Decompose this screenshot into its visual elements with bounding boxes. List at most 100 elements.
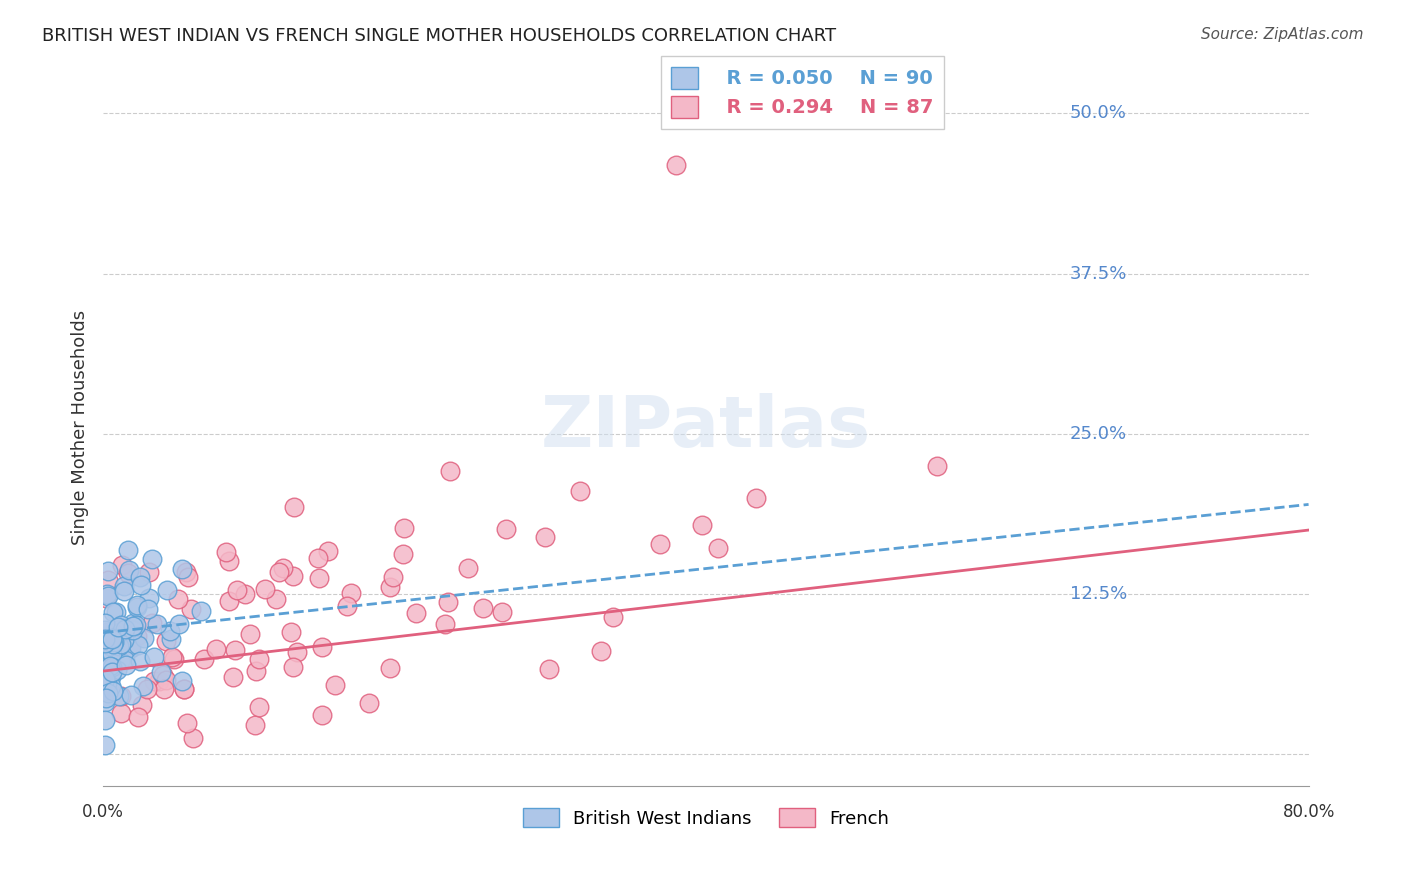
British West Indians [127, 638, 149, 652]
British West Indians [94, 634, 117, 648]
French [177, 569, 200, 583]
British West Indians [107, 640, 129, 654]
British West Indians [94, 615, 117, 630]
French [176, 716, 198, 731]
British West Indians [96, 644, 118, 658]
British West Indians [138, 591, 160, 606]
British West Indians [120, 688, 142, 702]
British West Indians [100, 646, 122, 660]
French [280, 624, 302, 639]
British West Indians [121, 618, 143, 632]
British West Indians [100, 637, 122, 651]
British West Indians [169, 616, 191, 631]
British West Indians [132, 679, 155, 693]
French [340, 586, 363, 600]
Y-axis label: Single Mother Households: Single Mother Households [72, 310, 89, 545]
British West Indians [105, 663, 128, 677]
British West Indians [101, 637, 124, 651]
French [283, 500, 305, 515]
French [131, 698, 153, 713]
British West Indians [108, 654, 131, 668]
British West Indians [101, 660, 124, 674]
French [336, 599, 359, 613]
French [439, 464, 461, 478]
French [357, 696, 380, 710]
British West Indians [103, 626, 125, 640]
French [318, 544, 340, 558]
British West Indians [103, 605, 125, 619]
British West Indians [96, 587, 118, 601]
French [392, 521, 415, 535]
French [381, 570, 404, 584]
British West Indians [112, 579, 135, 593]
Text: 25.0%: 25.0% [1070, 425, 1128, 443]
French [98, 625, 121, 640]
French [97, 681, 120, 696]
British West Indians [104, 605, 127, 619]
British West Indians [94, 690, 117, 705]
French [247, 699, 270, 714]
British West Indians [100, 679, 122, 693]
French [166, 592, 188, 607]
British West Indians [93, 632, 115, 646]
British West Indians [101, 632, 124, 646]
French [94, 591, 117, 605]
French [180, 602, 202, 616]
French [537, 662, 560, 676]
British West Indians [190, 604, 212, 618]
French [125, 629, 148, 643]
French [183, 731, 205, 745]
British West Indians [159, 624, 181, 639]
French [380, 661, 402, 675]
French [308, 571, 330, 585]
French [491, 605, 513, 619]
British West Indians [97, 686, 120, 700]
British West Indians [141, 551, 163, 566]
French [311, 707, 333, 722]
French [405, 607, 427, 621]
French [264, 592, 287, 607]
French [247, 652, 270, 666]
French [225, 582, 247, 597]
French [665, 158, 688, 172]
British West Indians [149, 665, 172, 679]
British West Indians [93, 713, 115, 727]
French [120, 641, 142, 656]
French [110, 689, 132, 703]
British West Indians [160, 632, 183, 646]
French [253, 582, 276, 596]
French [110, 558, 132, 572]
British West Indians [96, 624, 118, 639]
British West Indians [122, 616, 145, 631]
British West Indians [96, 676, 118, 690]
Text: ZIPatlas: ZIPatlas [541, 393, 870, 462]
British West Indians [114, 623, 136, 637]
British West Indians [125, 617, 148, 632]
British West Indians [128, 570, 150, 584]
British West Indians [107, 620, 129, 634]
French [602, 609, 624, 624]
British West Indians [146, 617, 169, 632]
British West Indians [105, 632, 128, 646]
French [127, 709, 149, 723]
British West Indians [94, 629, 117, 643]
French [233, 587, 256, 601]
Text: Source: ZipAtlas.com: Source: ZipAtlas.com [1201, 27, 1364, 42]
British West Indians [94, 623, 117, 637]
British West Indians [112, 631, 135, 645]
French [152, 668, 174, 682]
French [281, 659, 304, 673]
British West Indians [155, 582, 177, 597]
British West Indians [93, 738, 115, 752]
British West Indians [97, 661, 120, 675]
British West Indians [129, 654, 152, 668]
French [378, 580, 401, 594]
British West Indians [100, 629, 122, 643]
Text: BRITISH WEST INDIAN VS FRENCH SINGLE MOTHER HOUSEHOLDS CORRELATION CHART: BRITISH WEST INDIAN VS FRENCH SINGLE MOT… [42, 27, 837, 45]
French [245, 664, 267, 678]
British West Indians [97, 590, 120, 604]
British West Indians [108, 625, 131, 640]
British West Indians [93, 640, 115, 655]
British West Indians [136, 602, 159, 616]
French [269, 565, 291, 579]
